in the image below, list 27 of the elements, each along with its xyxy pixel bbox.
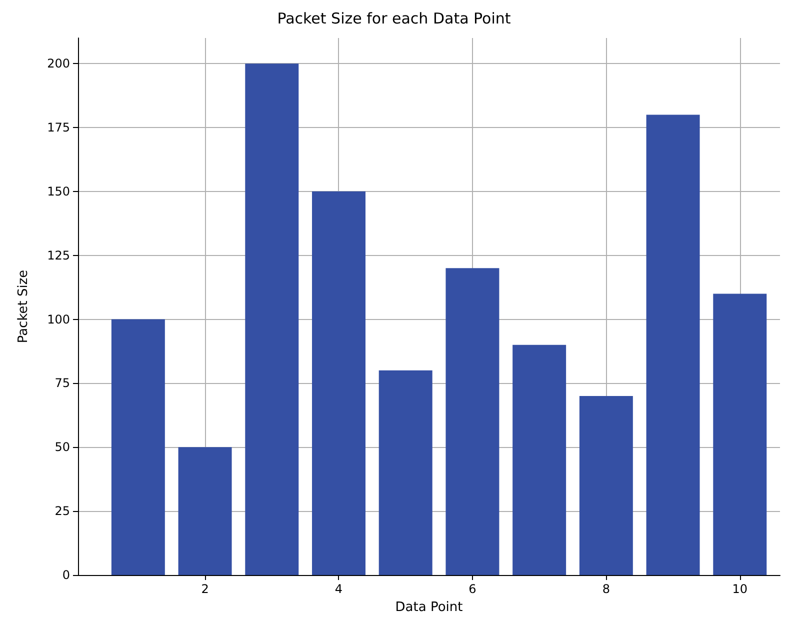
bar [646,114,700,575]
bar [512,344,566,575]
bar [312,191,366,575]
bar [178,447,232,575]
y-tick-label: 100 [47,312,70,326]
y-tick-label: 125 [47,248,70,262]
bar [378,370,432,575]
bar [713,294,767,575]
x-tick-label: 10 [732,582,748,596]
x-tick-label: 2 [201,582,209,596]
y-tick-label: 25 [54,504,70,518]
y-tick-label: 0 [62,568,70,582]
y-axis-title: Packet Size [16,270,31,344]
bar [579,396,633,575]
y-tick-label: 150 [47,184,70,198]
x-axis-title: Data Point [395,600,463,615]
y-tick-label: 175 [47,120,70,134]
x-tick-label: 6 [468,582,476,596]
x-tick-label: 4 [334,582,343,596]
x-tick-label: 8 [602,582,610,596]
bar [111,319,165,575]
bar [446,268,500,575]
y-tick-label: 75 [54,376,70,390]
y-tick-label: 50 [54,440,70,454]
bar [245,64,299,575]
y-tick-label: 200 [47,56,70,71]
chart-title: Packet Size for each Data Point [277,10,511,28]
